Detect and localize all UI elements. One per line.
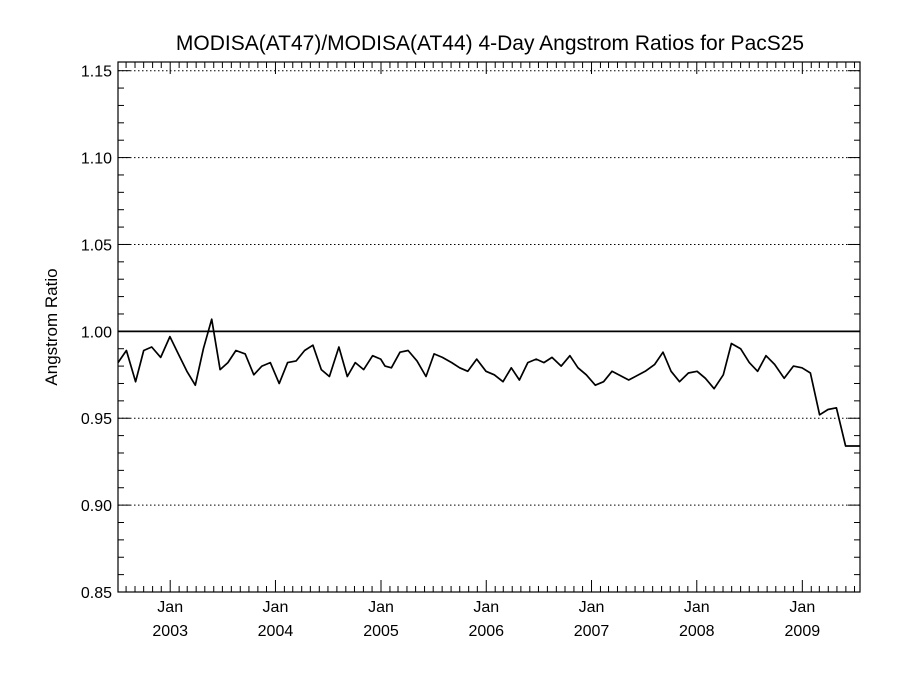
y-tick-label: 1.10 bbox=[81, 151, 112, 168]
x-tick-label-year: 2003 bbox=[152, 623, 188, 640]
y-tick-label: 1.15 bbox=[81, 64, 112, 81]
y-tick-label: 0.95 bbox=[81, 411, 112, 428]
y-tick-label: 0.85 bbox=[81, 585, 112, 602]
y-tick-label: 1.00 bbox=[81, 324, 112, 341]
y-tick-label: 1.05 bbox=[81, 237, 112, 254]
plot-frame bbox=[117, 61, 861, 593]
x-tick-label-month: Jan bbox=[579, 599, 605, 616]
x-tick-label-year: 2007 bbox=[574, 623, 610, 640]
x-tick-label-year: 2006 bbox=[468, 623, 504, 640]
x-tick-label-year: 2004 bbox=[258, 623, 294, 640]
x-tick-label-year: 2009 bbox=[785, 623, 821, 640]
x-tick-label-month: Jan bbox=[789, 599, 815, 616]
x-tick-label-year: 2005 bbox=[363, 623, 399, 640]
x-tick-label-month: Jan bbox=[684, 599, 710, 616]
x-tick-label-month: Jan bbox=[473, 599, 499, 616]
x-tick-label-month: Jan bbox=[263, 599, 289, 616]
y-axis-label: Angstrom Ratio bbox=[42, 268, 61, 385]
x-tick-label-year: 2008 bbox=[679, 623, 715, 640]
x-tick-label-month: Jan bbox=[157, 599, 183, 616]
axis-ticks bbox=[118, 62, 860, 593]
x-tick-label-month: Jan bbox=[368, 599, 394, 616]
y-tick-label: 0.90 bbox=[81, 498, 112, 515]
grid-lines bbox=[118, 70, 860, 506]
angstrom-ratio-line bbox=[117, 318, 860, 447]
series-group bbox=[117, 318, 860, 447]
tick-labels: 0.85 0.90 0.95 1.00 1.05 1.10 1.15 Jan 2003 Jan 20… bbox=[81, 64, 820, 640]
chart-title: MODISA(AT47)/MODISA(AT44) 4-Day Angstrom… bbox=[176, 32, 804, 55]
